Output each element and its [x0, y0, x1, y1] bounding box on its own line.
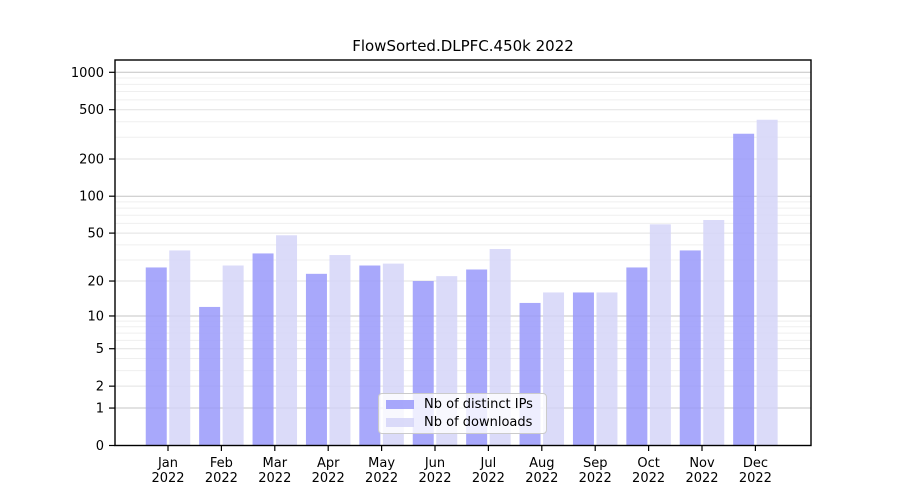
bar-downloads-feb [222, 265, 244, 446]
y-tick-label: 500 [79, 103, 104, 118]
bar-ips-jan [145, 267, 167, 446]
bar-downloads-mar [276, 235, 298, 446]
bar-downloads-nov [703, 220, 725, 446]
x-tick-label-year: 2022 [685, 471, 718, 486]
x-tick-label-year: 2022 [525, 471, 558, 486]
x-tick-label-year: 2022 [365, 471, 398, 486]
x-tick-label-month: Aug [529, 456, 554, 471]
x-tick-label-year: 2022 [312, 471, 345, 486]
x-tick-label-month: May [368, 456, 395, 471]
legend-item-distinct-ips: Nb of distinct IPs [386, 398, 538, 411]
bar-ips-mar [252, 253, 274, 446]
y-tick-label: 1000 [71, 66, 104, 81]
y-tick-label: 5 [96, 342, 104, 357]
x-tick-label-month: Nov [689, 456, 715, 471]
x-tick-label-month: Mar [263, 456, 288, 471]
y-tick-label: 100 [79, 190, 104, 205]
x-tick-label-year: 2022 [151, 471, 184, 486]
legend-item-downloads: Nb of downloads [386, 416, 538, 429]
legend: Nb of distinct IPs Nb of downloads [378, 393, 547, 434]
x-tick-label-year: 2022 [472, 471, 505, 486]
bar-downloads-dec [756, 119, 778, 446]
y-tick-label: 20 [87, 275, 104, 290]
bar-ips-dec [733, 133, 755, 446]
bar-ips-sep [572, 292, 594, 446]
x-tick-label-month: Feb [210, 456, 233, 471]
x-tick-label-year: 2022 [632, 471, 665, 486]
bar-downloads-aug [543, 292, 565, 446]
x-tick-label-year: 2022 [418, 471, 451, 486]
y-tick-label: 2 [96, 380, 104, 395]
x-tick-label-month: Sep [583, 456, 608, 471]
x-tick-label-year: 2022 [205, 471, 238, 486]
x-tick-label-year: 2022 [579, 471, 612, 486]
bar-ips-apr [305, 273, 327, 446]
bar-downloads-oct [649, 224, 671, 446]
x-tick-label-month: Apr [317, 456, 340, 471]
x-tick-label-month: Dec [743, 456, 768, 471]
bar-downloads-jan [169, 250, 191, 446]
ips-color-swatch [386, 400, 414, 409]
bar-downloads-apr [329, 255, 351, 446]
y-tick-label: 50 [87, 227, 104, 242]
x-tick-label-year: 2022 [258, 471, 291, 486]
plot-border [114, 59, 812, 447]
y-tick-label: 1 [96, 402, 104, 417]
bar-ips-oct [626, 267, 648, 446]
y-tick-label: 0 [96, 439, 104, 454]
chart-title: FlowSorted.DLPFC.450k 2022 [352, 37, 574, 55]
downloads-color-swatch [386, 418, 414, 427]
y-tick-label: 10 [87, 309, 104, 324]
x-tick-label-month: Jul [480, 456, 497, 471]
x-tick-label-month: Jun [424, 456, 445, 471]
bar-ips-nov [679, 250, 701, 446]
y-tick-label: 200 [79, 153, 104, 168]
legend-label-distinct-ips: Nb of distinct IPs [424, 397, 533, 412]
legend-label-downloads: Nb of downloads [424, 415, 533, 430]
x-tick-label-month: Jan [157, 456, 178, 471]
x-tick-label-year: 2022 [739, 471, 772, 486]
bar-ips-may [359, 265, 381, 446]
x-tick-label-month: Oct [637, 456, 659, 471]
bar-downloads-sep [596, 292, 618, 446]
bar-ips-feb [199, 306, 221, 446]
